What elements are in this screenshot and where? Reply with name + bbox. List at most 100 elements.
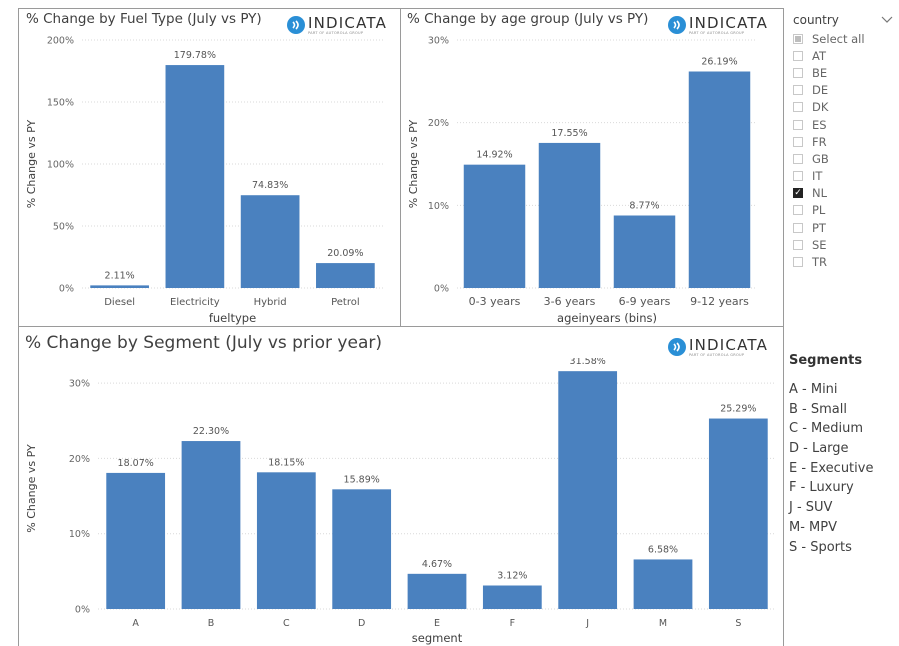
data-label: 18.07% <box>118 458 154 469</box>
slicer-item-select-all[interactable]: Select all <box>793 30 893 47</box>
bar[interactable] <box>106 472 166 609</box>
checkbox[interactable] <box>793 119 803 130</box>
bar[interactable] <box>558 371 618 609</box>
checkbox[interactable] <box>793 136 803 147</box>
logo-word: INDICATA <box>689 14 769 32</box>
bar[interactable] <box>633 559 693 609</box>
checkbox[interactable] <box>793 50 803 61</box>
x-tick-label: Electricity <box>170 297 220 308</box>
slicer-header[interactable]: country <box>793 10 893 30</box>
slicer-item-it[interactable]: IT <box>793 168 893 185</box>
slicer-item-se[interactable]: SE <box>793 236 893 253</box>
x-tick-label: Diesel <box>104 297 135 308</box>
data-label: 22.30% <box>193 426 229 437</box>
data-label: 179.78% <box>174 50 216 61</box>
slicer-item-es[interactable]: ES <box>793 116 893 133</box>
x-tick-label: A <box>132 618 139 629</box>
y-axis-title: % Change vs PY <box>407 120 420 209</box>
bar[interactable] <box>240 195 300 288</box>
x-tick-label: 3-6 years <box>544 295 596 308</box>
x-tick-label: 6-9 years <box>619 295 671 308</box>
legend-item: F - Luxury <box>789 480 854 496</box>
segment-chart-title: % Change by Segment (July vs prior year) <box>25 333 382 353</box>
checkbox[interactable] <box>793 171 803 182</box>
slicer-item-tr[interactable]: TR <box>793 253 893 270</box>
bar[interactable] <box>90 285 149 288</box>
legend-item: M- MPV <box>789 519 837 535</box>
x-tick-label: F <box>510 618 515 629</box>
slicer-item-label: BE <box>812 65 828 80</box>
indicata-logo-icon <box>287 16 305 34</box>
slicer-item-pt[interactable]: PT <box>793 219 893 236</box>
slicer-item-label: TR <box>812 255 828 270</box>
slicer-item-be[interactable]: BE <box>793 64 893 81</box>
slicer-item-label: Select all <box>812 31 865 46</box>
divider <box>783 8 784 646</box>
x-axis-title: fueltype <box>209 311 256 325</box>
data-label: 4.67% <box>422 559 452 570</box>
age-chart-title: % Change by age group (July vs PY) <box>407 11 649 27</box>
divider <box>18 326 784 327</box>
bar[interactable] <box>332 489 392 609</box>
bar[interactable] <box>181 441 241 609</box>
y-tick-label: 10% <box>428 201 449 212</box>
checkbox[interactable] <box>793 222 803 233</box>
chevron-down-icon[interactable] <box>881 16 893 24</box>
country-slicer[interactable]: country Select all AT BE DE DK ES FR GB IT ✓ NL PL P… <box>793 10 893 271</box>
bar[interactable] <box>407 573 467 609</box>
data-label: 18.15% <box>268 457 304 468</box>
legend-title: Segments <box>789 353 863 368</box>
indicata-logo: INDICATA PART OF AUTOROLA GROUP <box>668 337 768 358</box>
slicer-item-nl[interactable]: ✓ NL <box>793 185 893 202</box>
x-tick-label: 0-3 years <box>469 295 521 308</box>
legend-item: E - Executive <box>789 460 874 476</box>
bar[interactable] <box>688 71 751 288</box>
bar[interactable] <box>165 65 225 288</box>
checkbox[interactable] <box>793 102 803 113</box>
segment-bar-chart: 0% 10% 20% 30% 18.07% A 22.30% B 18.15% C 15.89% D 4… <box>25 358 776 645</box>
slicer-item-label: NL <box>812 186 828 201</box>
legend-item: C - Medium <box>789 421 864 437</box>
x-axis-title: segment <box>412 631 463 645</box>
data-label: 17.55% <box>551 128 587 139</box>
data-label: 15.89% <box>344 474 380 485</box>
checkbox[interactable] <box>793 257 803 268</box>
slicer-item-label: DK <box>812 100 829 115</box>
indicata-logo: INDICATA PART OF AUTOROLA GROUP <box>287 15 387 36</box>
logo-subtitle: PART OF AUTOROLA GROUP <box>689 31 745 35</box>
logo-word: INDICATA <box>308 14 388 32</box>
slicer-item-at[interactable]: AT <box>793 47 893 64</box>
slicer-item-dk[interactable]: DK <box>793 99 893 116</box>
bar[interactable] <box>463 164 526 288</box>
x-tick-label: Petrol <box>331 297 360 308</box>
bar[interactable] <box>316 263 375 288</box>
checkbox[interactable] <box>793 153 803 164</box>
slicer-item-de[interactable]: DE <box>793 82 893 99</box>
y-tick-label: 0% <box>59 284 74 295</box>
bar[interactable] <box>538 142 601 288</box>
slicer-item-fr[interactable]: FR <box>793 133 893 150</box>
x-tick-label: M <box>659 618 667 629</box>
checkbox[interactable]: ✓ <box>793 188 803 199</box>
checkbox[interactable] <box>793 85 803 96</box>
slicer-item-label: PL <box>812 203 826 218</box>
checkbox[interactable] <box>793 239 803 250</box>
bar[interactable] <box>482 585 542 609</box>
checkbox[interactable] <box>793 67 803 78</box>
bar[interactable] <box>708 418 768 609</box>
x-tick-label: C <box>283 618 290 629</box>
data-label: 20.09% <box>327 248 363 259</box>
x-axis-title: ageinyears (bins) <box>557 311 657 325</box>
data-label: 6.58% <box>648 544 678 555</box>
x-tick-label: B <box>208 618 215 629</box>
y-axis-title: % Change vs PY <box>25 444 38 533</box>
slicer-item-pl[interactable]: PL <box>793 202 893 219</box>
divider <box>400 8 401 326</box>
checkbox[interactable] <box>793 205 803 216</box>
bar[interactable] <box>613 215 676 288</box>
bar[interactable] <box>256 472 316 609</box>
x-tick-label: D <box>358 618 365 629</box>
data-label: 25.29% <box>720 404 756 415</box>
slicer-item-gb[interactable]: GB <box>793 150 893 167</box>
checkbox[interactable] <box>793 33 803 44</box>
